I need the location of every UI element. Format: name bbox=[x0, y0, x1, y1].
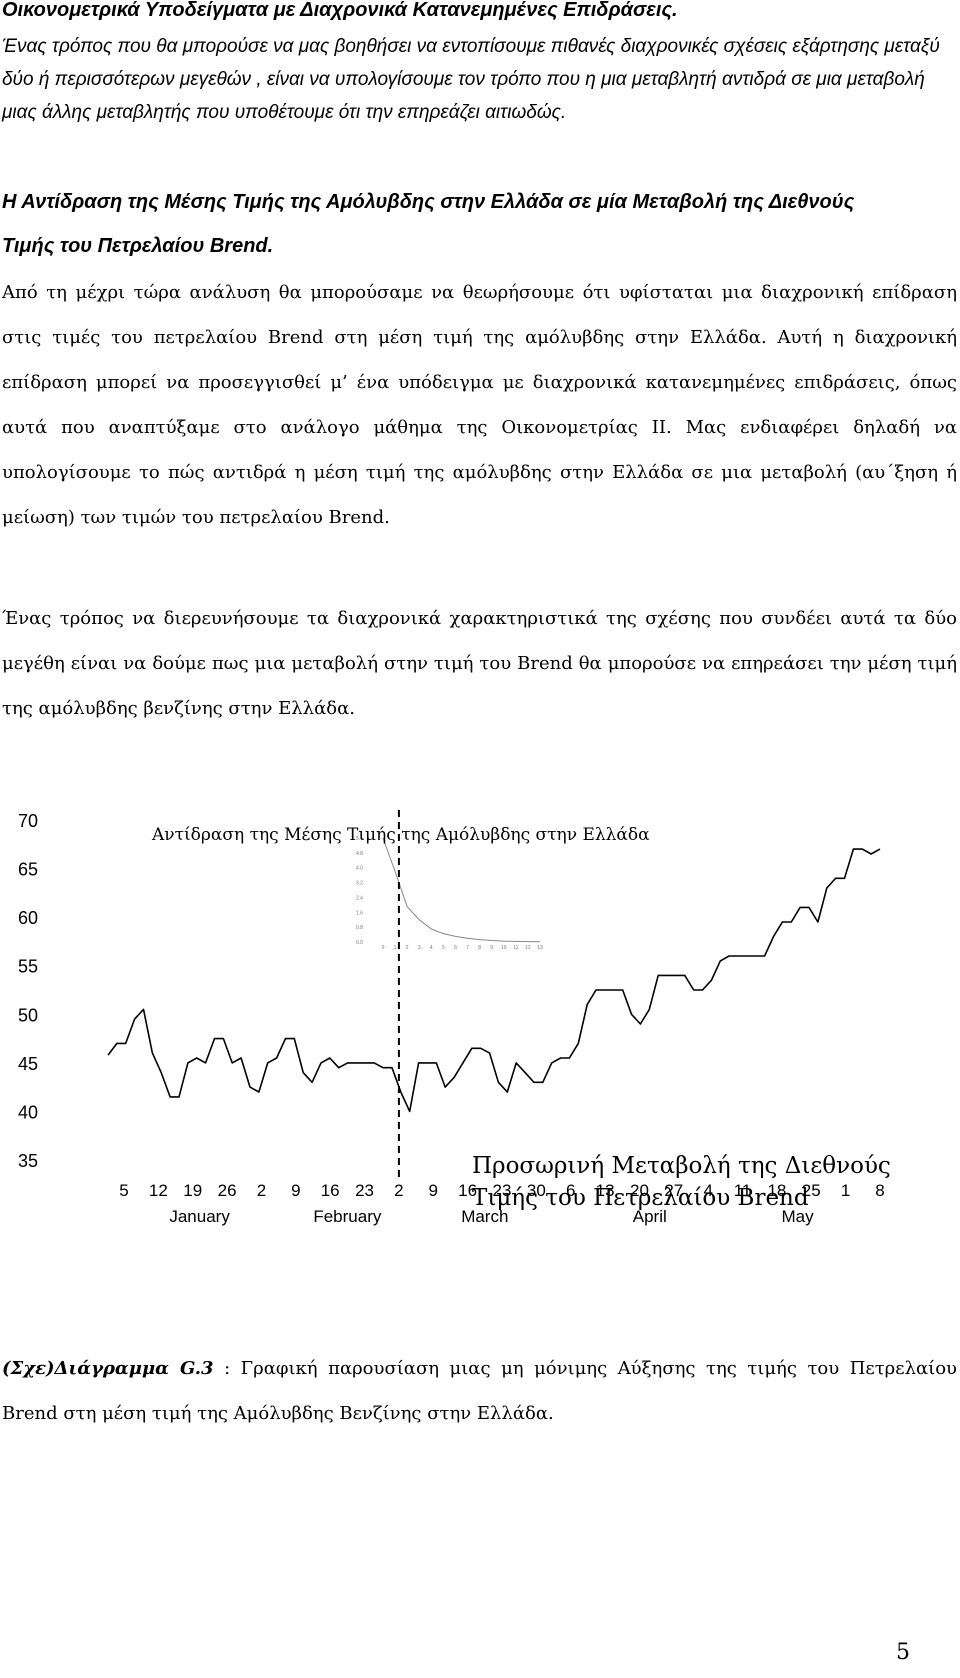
figure-caption: (Σχε)Διάγραμμα G.3 : Γραφική παρουσίαση … bbox=[2, 1346, 957, 1436]
inset-series-line bbox=[382, 837, 541, 943]
x-tick-label: 2 bbox=[394, 1181, 403, 1200]
body-paragraph-2: Ένας τρόπος να διερευνήσουμε τα διαχρονι… bbox=[2, 608, 957, 719]
inset-x-tick-label: 1 bbox=[394, 945, 397, 951]
inset-x-tick-label: 3 bbox=[418, 945, 421, 951]
chart-annotation-line-1: Προσωρινή Μεταβολή της Διεθνούς bbox=[472, 1153, 891, 1179]
y-tick-label: 65 bbox=[18, 860, 38, 880]
inset-y-tick-label: 4.8 bbox=[356, 851, 363, 857]
inset-x-tick-label: 0 bbox=[382, 945, 385, 951]
inset-x-tick-label: 2 bbox=[406, 945, 409, 951]
x-axis: 5 12 19 26 2 9 16 23 2 9 16 23 30 6 13 20 27 4 11 18 25 1 8Jan… bbox=[119, 1181, 884, 1226]
inset-x-tick-label: 7 bbox=[466, 945, 469, 951]
document-heading: Οικονομετρικά Υποδείγματα με Διαχρονικά … bbox=[2, 0, 678, 21]
intro-paragraph: Ένας τρόπος που θα μπορούσε να μας βοηθή… bbox=[2, 36, 940, 123]
x-tick-label: 4 bbox=[703, 1181, 712, 1200]
x-tick-label: 2 bbox=[257, 1181, 266, 1200]
inset-x-tick-label: 11 bbox=[513, 945, 518, 951]
x-tick-label: 16 bbox=[321, 1181, 340, 1200]
x-month-label: March bbox=[461, 1207, 508, 1226]
x-tick-label: 26 bbox=[218, 1181, 237, 1200]
x-tick-label: 30 bbox=[527, 1181, 546, 1200]
x-tick-label: 12 bbox=[149, 1181, 168, 1200]
caption-label: (Σχε)Διάγραμμα G.3 bbox=[2, 1358, 214, 1379]
inset-y-tick-label: 5.6 bbox=[356, 836, 363, 842]
inset-x-tick-label: 8 bbox=[478, 945, 481, 951]
x-month-label: February bbox=[313, 1207, 382, 1226]
x-tick-label: 9 bbox=[429, 1181, 438, 1200]
x-tick-label: 1 bbox=[841, 1181, 850, 1200]
x-tick-label: 13 bbox=[596, 1181, 615, 1200]
inset-x-tick-label: 9 bbox=[490, 945, 493, 951]
section-title: Η Αντίδραση της Μέσης Τιμής της Αμόλυβδη… bbox=[2, 191, 855, 257]
inset-y-tick-label: 3.2 bbox=[356, 881, 363, 887]
x-tick-label: 20 bbox=[630, 1181, 649, 1200]
x-month-label: April bbox=[633, 1207, 667, 1226]
y-tick-label: 45 bbox=[18, 1054, 38, 1074]
inset-x-tick-label: 5 bbox=[442, 945, 445, 951]
inset-x-tick-label: 10 bbox=[501, 945, 507, 951]
x-tick-label: 8 bbox=[875, 1181, 884, 1200]
y-tick-label: 55 bbox=[18, 957, 38, 977]
x-tick-label: 16 bbox=[458, 1181, 477, 1200]
body-paragraph-1: Από τη μέχρι τώρα ανάλυση θα μπορούσαμε … bbox=[2, 282, 957, 528]
y-tick-label: 70 bbox=[18, 811, 38, 831]
x-tick-label: 11 bbox=[734, 1181, 752, 1200]
inset-y-tick-label: 1.6 bbox=[356, 910, 363, 916]
x-tick-label: 23 bbox=[493, 1181, 512, 1200]
inset-x-tick-label: 12 bbox=[525, 945, 531, 951]
x-tick-label: 9 bbox=[291, 1181, 300, 1200]
inset-y-tick-label: 2.4 bbox=[356, 895, 363, 901]
inset-x-tick-label: 4 bbox=[430, 945, 433, 951]
inset-y-tick-label: 0.8 bbox=[356, 925, 363, 931]
y-axis: 70 65 60 55 50 45 40 35 bbox=[18, 811, 38, 1171]
series-line bbox=[107, 848, 881, 1113]
inset-chart: 5.64.84.03.22.41.60.80.00 1 2 3 4 5 6 7 8 9 10 11 12… bbox=[356, 836, 543, 951]
y-tick-label: 35 bbox=[18, 1151, 38, 1171]
x-tick-label: 25 bbox=[802, 1181, 821, 1200]
y-tick-label: 40 bbox=[18, 1102, 38, 1122]
y-tick-label: 60 bbox=[18, 908, 38, 928]
y-tick-label: 50 bbox=[18, 1005, 38, 1025]
chart-title: Αντίδραση της Μέσης Τιμής της Αμόλυβδης … bbox=[151, 825, 650, 845]
x-tick-label: 27 bbox=[664, 1181, 683, 1200]
x-tick-label: 6 bbox=[566, 1181, 575, 1200]
inset-x-tick-label: 6 bbox=[454, 945, 457, 951]
x-month-label: May bbox=[781, 1207, 814, 1226]
x-tick-label: 19 bbox=[183, 1181, 202, 1200]
inset-x-tick-label: 13 bbox=[537, 945, 543, 951]
x-month-label: January bbox=[169, 1207, 230, 1226]
inset-y-tick-label: 0.0 bbox=[356, 940, 363, 946]
x-tick-label: 18 bbox=[767, 1181, 786, 1200]
x-tick-label: 23 bbox=[355, 1181, 374, 1200]
page-number: 5 bbox=[896, 1640, 910, 1665]
chart-annotation-line-2: Τιμής του Πετρελαίου Brend bbox=[472, 1185, 809, 1211]
inset-y-tick-label: 4.0 bbox=[356, 866, 363, 872]
x-tick-label: 5 bbox=[119, 1181, 128, 1200]
caption-text: : Γραφική παρουσίαση μιας μη μόνιμης Αύξ… bbox=[2, 1358, 957, 1424]
